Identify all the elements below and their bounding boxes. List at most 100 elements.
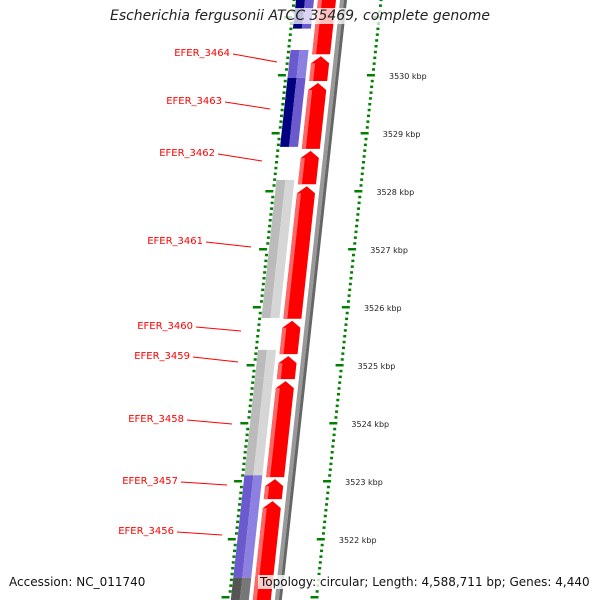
- right-ruler-tick: [328, 474, 332, 477]
- left-ruler-tick: [236, 520, 240, 524]
- right-ruler-tick: [350, 271, 354, 274]
- gene-label: EFER_3459: [134, 351, 190, 362]
- right-ruler-tick: [338, 375, 342, 379]
- gene-block-shade: [289, 77, 306, 147]
- left-ruler-tick: [276, 143, 280, 147]
- gene-label: EFER_3461: [147, 236, 203, 247]
- right-ruler-tick: [379, 0, 383, 2]
- gene-highlight: [276, 363, 283, 380]
- right-ruler-tick: [349, 277, 353, 280]
- left-ruler-tick: [241, 468, 245, 471]
- accession-label: Accession: NC_011740: [9, 575, 146, 589]
- gene-highlight: [263, 486, 270, 500]
- gene-block: [261, 179, 286, 319]
- label-leader-line: [192, 356, 239, 363]
- gene-block: [230, 577, 243, 600]
- left-ruler-tick: [269, 207, 273, 210]
- left-ruler-tick: [233, 549, 237, 553]
- left-ruler-tick: [278, 126, 282, 129]
- right-ruler-tick: [362, 161, 366, 164]
- right-ruler-tick: [337, 387, 341, 390]
- gene-highlight: [301, 89, 313, 149]
- left-ruler-tick: [233, 543, 237, 547]
- right-ruler-tick: [354, 190, 363, 193]
- left-ruler-tick: [285, 62, 289, 65]
- gene-block: [280, 77, 297, 147]
- gene-label: EFER_3464: [174, 48, 230, 59]
- right-ruler-tick: [320, 543, 324, 547]
- right-ruler-tick: [374, 45, 378, 48]
- right-ruler-tick: [363, 143, 367, 147]
- right-ruler-tick: [329, 462, 333, 466]
- right-ruler-tick: [345, 311, 349, 315]
- left-ruler-tick: [229, 584, 233, 587]
- left-ruler-tick: [238, 503, 242, 506]
- map-title: Escherichia fergusonii ATCC 35469, compl…: [0, 8, 600, 24]
- gene-label: EFER_3460: [137, 321, 193, 332]
- left-ruler-tick: [247, 416, 251, 419]
- left-ruler-tick: [259, 300, 263, 303]
- left-ruler-tick: [244, 439, 248, 442]
- backbone-track: [273, 0, 346, 600]
- left-ruler-tick: [273, 178, 277, 181]
- gene-block: [254, 349, 267, 378]
- left-ruler-tick: [234, 532, 238, 535]
- right-ruler-tick: [375, 39, 379, 42]
- left-ruler-tick: [257, 323, 261, 326]
- left-ruler-tick: [252, 369, 256, 373]
- right-ruler-tick: [323, 480, 332, 483]
- left-ruler-tick: [231, 561, 235, 564]
- right-ruler-tick: [368, 97, 372, 100]
- left-ruler-tick: [287, 45, 291, 48]
- label-leader-line: [205, 241, 252, 248]
- right-ruler-tick: [318, 561, 322, 564]
- left-ruler-tick: [249, 393, 253, 396]
- right-ruler-tick: [369, 91, 373, 94]
- left-ruler-tick: [285, 68, 289, 71]
- left-ruler-tick: [283, 85, 287, 89]
- left-ruler-tick: [239, 485, 243, 489]
- ruler-label: 3522 kbp: [339, 536, 377, 545]
- right-ruler-tick: [373, 50, 377, 54]
- right-ruler-tick: [315, 590, 319, 593]
- right-ruler-tick: [326, 485, 330, 489]
- left-ruler-tick: [268, 219, 272, 222]
- left-ruler-tick: [280, 108, 284, 112]
- right-ruler-tick: [356, 213, 360, 216]
- right-ruler-tick: [355, 219, 359, 222]
- right-ruler-tick: [347, 294, 351, 297]
- right-ruler-tick: [332, 433, 336, 437]
- left-ruler-tick: [237, 509, 241, 512]
- left-ruler-tick: [251, 375, 255, 379]
- gene-label: EFER_3462: [159, 148, 215, 159]
- right-ruler-tick: [324, 509, 328, 512]
- left-ruler-tick: [275, 155, 279, 158]
- left-ruler-tick: [263, 271, 267, 274]
- left-ruler-tick: [232, 555, 236, 558]
- left-ruler-tick: [265, 190, 274, 193]
- left-ruler-tick: [277, 74, 286, 77]
- left-ruler-tick: [249, 398, 253, 402]
- forward-gene-arrow: [266, 381, 294, 478]
- left-ruler-tick: [279, 120, 283, 123]
- right-ruler-tick: [342, 340, 346, 344]
- right-ruler-tick: [360, 172, 364, 176]
- forward-gene-arrow: [309, 56, 330, 81]
- left-ruler-tick: [248, 410, 252, 413]
- right-ruler-tick: [335, 364, 344, 367]
- left-ruler-tick: [289, 27, 293, 31]
- right-ruler-tick: [341, 306, 350, 309]
- right-ruler-tick: [341, 352, 345, 355]
- left-ruler-tick: [288, 39, 292, 42]
- gene-label: EFER_3457: [122, 476, 178, 487]
- forward-gene-arrow: [276, 356, 297, 380]
- right-ruler-tick: [323, 514, 327, 518]
- left-ruler-tick: [283, 79, 287, 83]
- left-ruler-tick: [246, 364, 255, 367]
- left-ruler-tick: [264, 253, 268, 257]
- left-ruler-tick: [229, 578, 233, 582]
- right-ruler-tick: [373, 56, 377, 60]
- left-ruler-tick: [242, 462, 246, 466]
- right-ruler-tick: [335, 404, 339, 408]
- left-ruler-tick: [286, 50, 290, 54]
